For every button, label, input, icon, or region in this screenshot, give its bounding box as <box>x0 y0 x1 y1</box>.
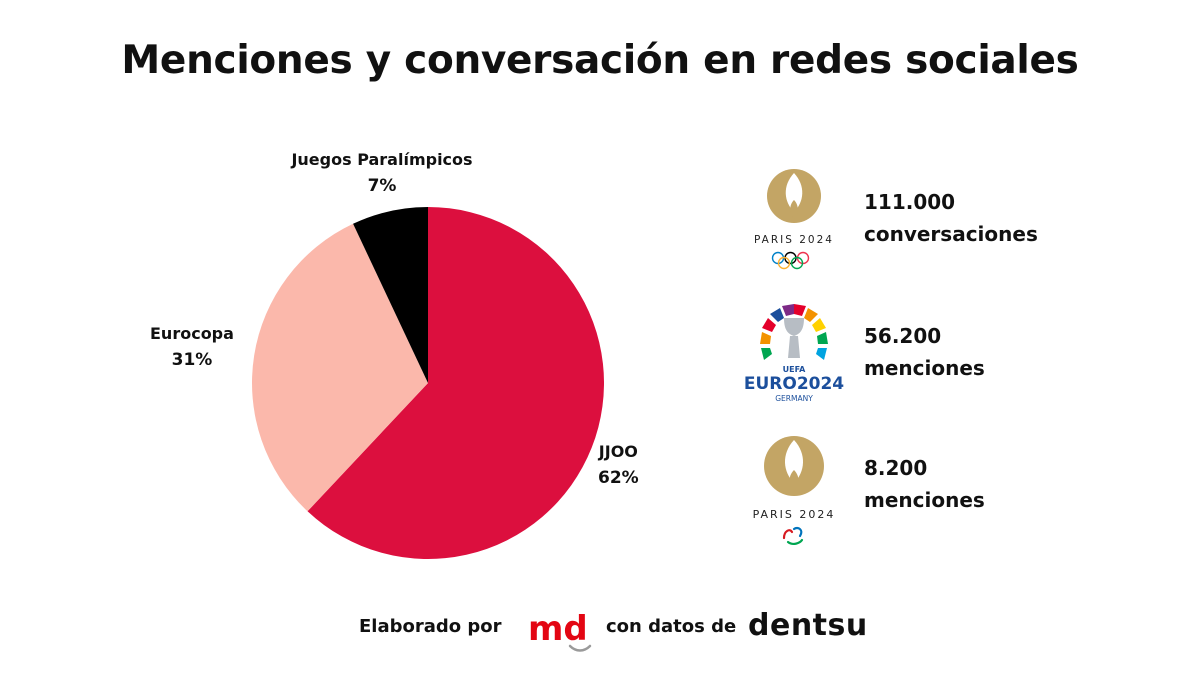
stat-euro-number: 56.200 <box>864 324 942 348</box>
euro-rainbow-icon <box>760 304 828 360</box>
olympic-rings-icon <box>771 251 810 270</box>
md-logo: md <box>528 609 592 652</box>
label-paralimpicos-name: Juegos Paralímpicos <box>291 150 473 169</box>
olympic-logo-text: PARIS 2024 <box>754 234 834 246</box>
dentsu-logo: dentsu <box>748 608 868 643</box>
stat-paralympics-number: 8.200 <box>864 456 928 480</box>
paralympic-logo-text: PARIS 2024 <box>753 508 836 521</box>
pie-slice-juegos-paral-mpicos <box>353 207 428 383</box>
label-eurocopa: Eurocopa 31% <box>150 320 234 374</box>
stat-paralympics-label: menciones <box>864 488 985 512</box>
stat-olympics-text: 111.000 conversaciones <box>864 186 1038 250</box>
stat-row-euro: UEFA EURO2024 GERMANY 56.200 menciones <box>738 300 1158 420</box>
stat-euro-text: 56.200 menciones <box>864 320 985 384</box>
label-jjoo: JJOO 62% <box>598 438 639 492</box>
stat-olympics-number: 111.000 <box>864 190 956 214</box>
footer: Elaborado por md con datos de dentsu <box>0 604 1200 654</box>
pie-slice-eurocopa <box>251 223 428 512</box>
uefa-euro-2024-logo: UEFA EURO2024 GERMANY <box>744 304 844 403</box>
footer-middle: con datos de <box>606 616 737 637</box>
label-paralimpicos: Juegos Paralímpicos 7% <box>286 146 478 200</box>
label-eurocopa-name: Eurocopa <box>150 324 234 343</box>
stat-row-olympics: PARIS 2024 111.000 conversaciones <box>738 164 1158 284</box>
euro-logo-germany: GERMANY <box>775 394 813 403</box>
label-jjoo-name: JJOO <box>598 442 638 461</box>
stat-paralympics-text: 8.200 menciones <box>864 452 985 516</box>
label-jjoo-value: 62% <box>598 468 639 488</box>
stat-euro-label: menciones <box>864 356 985 380</box>
paris-2024-olympic-logo: PARIS 2024 <box>754 169 834 270</box>
agitos-icon <box>782 526 804 546</box>
label-eurocopa-value: 31% <box>171 350 213 370</box>
stat-olympics-label: conversaciones <box>864 222 1038 246</box>
euro-logo-uefa: UEFA <box>783 365 807 374</box>
euro-logo-text: EURO2024 <box>744 374 844 394</box>
label-paralimpicos-value: 7% <box>367 176 397 196</box>
paris-2024-paralympic-logo: PARIS 2024 <box>753 436 836 546</box>
pie-slice-jjoo <box>307 207 604 559</box>
footer-prefix: Elaborado por <box>359 616 502 637</box>
md-logo-text: md <box>528 609 588 649</box>
chart-title: Menciones y conversación en redes social… <box>121 38 1079 83</box>
stat-row-paralympics: PARIS 2024 8.200 menciones <box>738 430 1158 550</box>
